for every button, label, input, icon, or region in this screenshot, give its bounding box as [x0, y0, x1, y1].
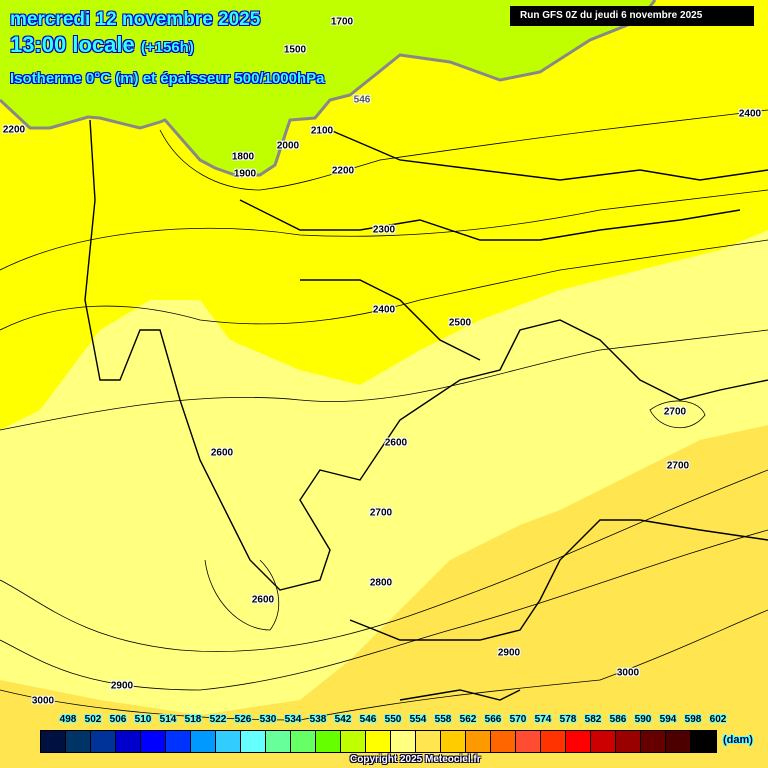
- contour-label: 2900: [497, 647, 521, 659]
- local-time: 13:00 locale: [10, 32, 135, 57]
- legend-tick: 518: [184, 714, 202, 725]
- contour-label: 2100: [310, 125, 334, 137]
- contour-label: 2700: [666, 460, 690, 472]
- contour-label: 2000: [276, 140, 300, 152]
- legend-tick: 530: [259, 714, 277, 725]
- legend-swatch: [541, 731, 566, 752]
- contour-label: 2200: [331, 165, 355, 177]
- legend-swatch: [216, 731, 241, 752]
- legend-tick: 514: [159, 714, 177, 725]
- legend-ticks: 498 502 506 510 514 518 522 526 530 534 538 542 546 5…: [40, 714, 740, 728]
- legend-tick: 538: [309, 714, 327, 725]
- legend-swatch: [591, 731, 616, 752]
- legend-tick: 534: [284, 714, 302, 725]
- contour-label: 2800: [369, 577, 393, 589]
- legend-swatch: [691, 731, 716, 752]
- contour-label: 2600: [384, 437, 408, 449]
- legend-tick: 594: [659, 714, 677, 725]
- contour-label: 1900: [233, 168, 257, 180]
- legend-swatch: [366, 731, 391, 752]
- contour-label: 2300: [372, 224, 396, 236]
- contour-label: 2500: [448, 317, 472, 329]
- legend-swatch: [66, 731, 91, 752]
- contour-label: 1500: [283, 44, 307, 56]
- legend-swatch: [191, 731, 216, 752]
- legend-tick: 522: [209, 714, 227, 725]
- legend-swatch: [666, 731, 691, 752]
- coastlines-borders: [84, 119, 768, 701]
- parameter-title: Isotherme 0°C (m) et épaisseur 500/1000h…: [10, 70, 325, 87]
- legend-tick: 554: [409, 714, 427, 725]
- thickness-label: 546: [353, 94, 371, 106]
- legend-swatch: [116, 731, 141, 752]
- legend-swatch: [466, 731, 491, 752]
- forecast-date: mercredi 12 novembre 2025: [10, 9, 261, 30]
- legend-swatch: [291, 731, 316, 752]
- legend-tick: 566: [484, 714, 502, 725]
- legend-tick: 602: [709, 714, 727, 725]
- legend-swatch: [416, 731, 441, 752]
- legend-tick: 578: [559, 714, 577, 725]
- legend-tick: 598: [684, 714, 702, 725]
- legend-swatch: [316, 731, 341, 752]
- contour-label: 2700: [369, 507, 393, 519]
- legend-swatch: [41, 731, 66, 752]
- thickness-546-line: [0, 0, 657, 177]
- legend-tick: 526: [234, 714, 252, 725]
- contour-label: 2600: [210, 447, 234, 459]
- lead-time: (+156h): [140, 39, 194, 56]
- contour-label: 2400: [738, 108, 762, 120]
- legend-swatch: [641, 731, 666, 752]
- legend-swatch: [566, 731, 591, 752]
- legend-swatch: [491, 731, 516, 752]
- contour-label: 3000: [616, 667, 640, 679]
- zone-green: [0, 0, 655, 175]
- legend-tick: 550: [384, 714, 402, 725]
- legend-tick: 510: [134, 714, 152, 725]
- run-info: Run GFS 0Z du jeudi 6 novembre 2025: [510, 6, 754, 26]
- legend-swatch: [266, 731, 291, 752]
- contour-label: 2700: [663, 406, 687, 418]
- contour-label: 2400: [372, 304, 396, 316]
- legend-tick: 498: [59, 714, 77, 725]
- contour-label: 2900: [110, 680, 134, 692]
- legend-tick: 542: [334, 714, 352, 725]
- legend-tick: 574: [534, 714, 552, 725]
- legend-swatch: [91, 731, 116, 752]
- forecast-time: 13:00 locale (+156h): [10, 32, 194, 58]
- legend-tick: 562: [459, 714, 477, 725]
- legend-swatch: [616, 731, 641, 752]
- legend-swatch: [341, 731, 366, 752]
- color-legend: [40, 730, 717, 753]
- legend-tick: 546: [359, 714, 377, 725]
- copyright: Copyright 2025 Meteociel.fr: [350, 754, 481, 765]
- legend-swatch: [241, 731, 266, 752]
- legend-tick: 558: [434, 714, 452, 725]
- contour-label: 1800: [231, 151, 255, 163]
- legend-tick: 570: [509, 714, 527, 725]
- contour-label: 2200: [2, 124, 26, 136]
- contour-label: 2600: [251, 594, 275, 606]
- legend-tick: 582: [584, 714, 602, 725]
- legend-tick: 590: [634, 714, 652, 725]
- legend-swatch: [141, 731, 166, 752]
- legend-swatch: [391, 731, 416, 752]
- contour-label: 1700: [330, 16, 354, 28]
- legend-swatch: [516, 731, 541, 752]
- legend-unit: (dam): [723, 734, 753, 746]
- legend-tick: 586: [609, 714, 627, 725]
- contour-label: 3000: [31, 695, 55, 707]
- legend-tick: 506: [109, 714, 127, 725]
- legend-swatch: [441, 731, 466, 752]
- legend-swatch: [166, 731, 191, 752]
- legend-tick: 502: [84, 714, 102, 725]
